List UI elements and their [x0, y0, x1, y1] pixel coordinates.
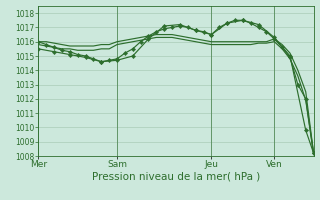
- X-axis label: Pression niveau de la mer( hPa ): Pression niveau de la mer( hPa ): [92, 172, 260, 182]
